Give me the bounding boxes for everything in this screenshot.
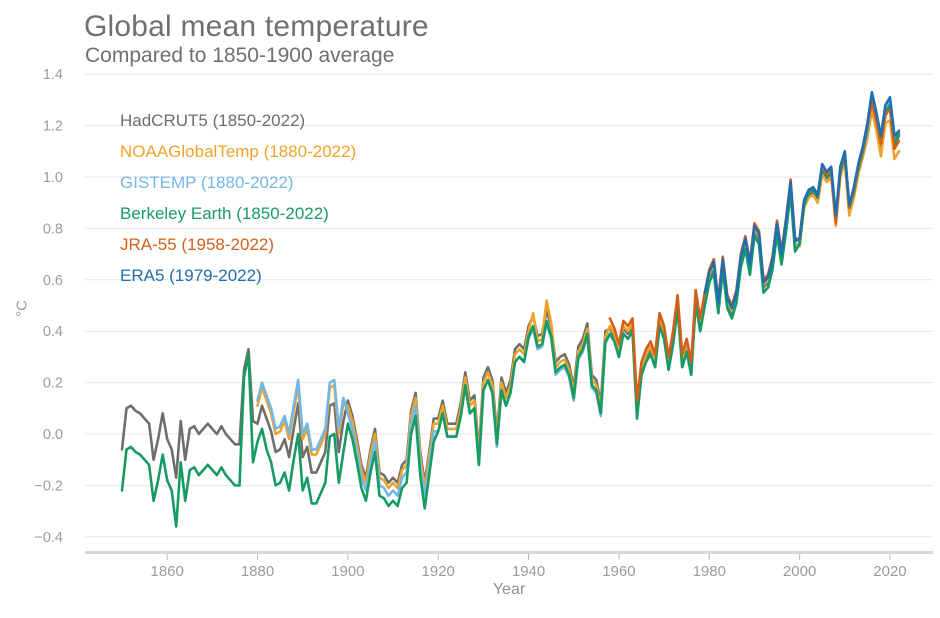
y-axis-title: °C <box>13 300 31 317</box>
legend: HadCRUT5 (1850-2022) NOAAGlobalTemp (188… <box>120 105 356 291</box>
y-tick-label: −0.2 <box>34 478 63 494</box>
x-tick-label: 1960 <box>602 563 635 580</box>
legend-item-hadcrut5: HadCRUT5 (1850-2022) <box>120 111 306 130</box>
x-tick-label: 2020 <box>873 563 906 580</box>
series-line-berkeley-earth <box>120 96 901 528</box>
y-tick-label: 0.8 <box>43 221 63 237</box>
x-tick-label: 1900 <box>331 563 364 580</box>
legend-item-noaaglobaltemp: NOAAGlobalTemp (1880-2022) <box>120 142 357 161</box>
y-tick-label: 0.4 <box>43 324 63 340</box>
legend-item-era5: ERA5 (1979-2022) <box>120 266 262 285</box>
x-tick-label: 1920 <box>422 563 455 580</box>
x-tick-label: 2000 <box>783 563 816 580</box>
y-tick-label: 1.4 <box>43 67 63 83</box>
y-tick-label: 0.2 <box>43 376 63 392</box>
x-axis-title: Year <box>492 581 526 598</box>
legend-item-berkeley-earth: Berkeley Earth (1850-2022) <box>120 204 329 223</box>
y-tick-label: −0.4 <box>34 530 63 546</box>
series-line-era5 <box>703 90 901 310</box>
x-tick-label: 1980 <box>693 563 726 580</box>
y-tick-label: 0.0 <box>43 427 63 443</box>
legend-item-jra-55: JRA-55 (1958-2022) <box>120 235 275 254</box>
y-tick-label: 0.6 <box>43 273 63 289</box>
chart-title: Global mean temperature <box>84 10 429 43</box>
y-tick-label: 1.2 <box>43 119 63 135</box>
x-tick-label: 1880 <box>241 563 274 580</box>
chart-subtitle: Compared to 1850-1900 average <box>85 44 395 67</box>
x-tick-label: 1940 <box>512 563 545 580</box>
y-tick-label: 1.0 <box>43 170 63 186</box>
legend-item-gistemp: GISTEMP (1880-2022) <box>120 173 294 192</box>
x-tick-label: 1860 <box>150 563 183 580</box>
